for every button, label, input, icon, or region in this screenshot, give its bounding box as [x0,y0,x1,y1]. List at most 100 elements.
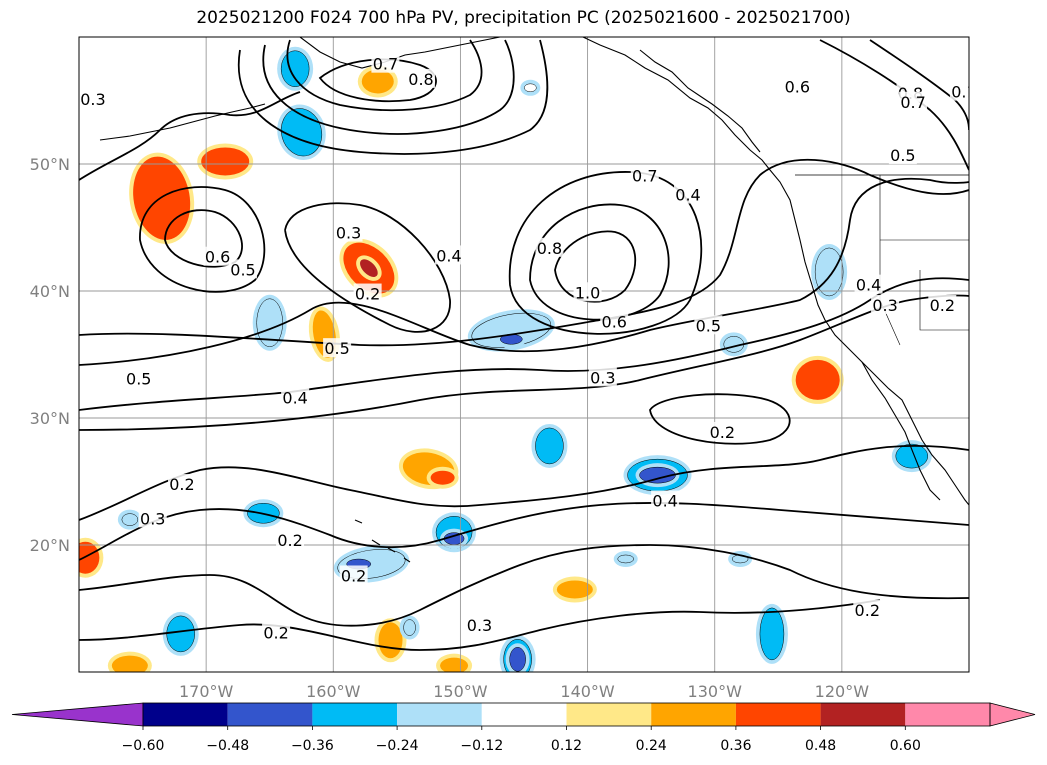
contour-label: 0.6 [600,311,629,331]
contour-label-bg [229,259,258,279]
pv-contour-0.2-closed [649,393,791,445]
colorbar-segment [481,703,567,726]
contour-label-text: 0.2 [277,531,302,550]
contour-label-text: 0.4 [282,389,307,408]
precip-blob-10 [552,576,597,603]
precip-blob-13 [107,651,152,672]
contour-label: 0.4 [281,387,310,408]
bc-islands [639,49,761,153]
colorbar-segment [820,703,906,726]
precip-blob-core [814,247,844,297]
contour-label: 0.5 [694,315,723,335]
contour-label-bg [124,368,153,388]
contour-label-bg [79,89,107,109]
coastline-layer [99,37,969,563]
precip-blob-core [556,580,593,599]
contour-label-bg [262,622,291,642]
contour-label-bg [535,237,564,257]
colorbar-tick-label: −0.60 [122,738,165,754]
colorbar: −0.60 −0.48 −0.36 −0.24 −0.12 0.12 0.24 0.36 0.4… [11,702,1036,754]
contour-label-text: 0.5 [230,260,255,279]
axis-tick-labels: 170°W 160°W 150°W 140°W 130°W 120°W 50°N 40°N 30… [30,155,870,701]
precip-anomaly-layer [79,46,932,672]
contour-label: 0.8 [535,237,564,258]
contour-label-bg [281,387,310,407]
contour-label-text: 0.6 [602,312,627,331]
contour-label: 0.3 [138,508,167,528]
precip-blob-core [759,607,785,661]
precip-blob-30 [162,611,199,656]
contour-label-text: 0.2 [355,285,380,304]
contour-label: 0.1 [949,81,969,102]
contour-label-bg [434,245,463,265]
contour-label-text: 0.3 [140,509,165,528]
colorbar-tick-label: 0.12 [551,738,582,754]
contour-label-text: 0.3 [872,296,897,315]
contour-label-bg [694,315,723,335]
baja-peninsula [861,361,941,501]
precip-blob-4 [791,355,844,404]
precip-blob-core [360,259,378,278]
x-tick-label: 150°W [433,682,488,701]
contour-label-bg [888,145,917,165]
x-tick-label: 160°W [306,682,361,701]
y-tick-label: 30°N [30,409,70,428]
colorbar-extend-min [11,702,144,727]
precip-blob-16 [252,294,287,351]
contour-label-bg [203,246,232,266]
colorbar-segment [566,703,652,726]
contour-label-text: 0.2 [341,566,366,585]
contour-label-text: 0.6 [785,78,810,97]
contour-label: 0.5 [888,145,917,165]
contour-label-text: 0.8 [537,239,562,258]
contour-label: 0.4 [854,274,883,295]
precip-blob-core [280,50,310,87]
contour-label-bg [334,222,363,242]
colorbar-tick-label: −0.48 [206,738,249,754]
precip-blob-7 [426,466,459,489]
contour-label-bg [674,184,703,204]
colorbar-segment [397,703,482,726]
contour-label-bg [854,274,883,294]
contour-label-bg [871,294,900,314]
contour-label-bg [323,338,352,358]
contour-label-bg [588,367,617,387]
contour-label-text: 0.3 [590,368,615,387]
contour-label-bg [651,490,680,510]
precip-blob-core [440,657,469,672]
precip-blob-36 [728,550,753,567]
contour-label: 0.2 [276,529,305,550]
contour-label-text: 0.4 [675,185,700,204]
x-tick-label: 170°W [179,682,234,701]
contour-label-bg [783,76,812,96]
y-tick-label: 20°N [30,536,70,555]
contour-label-text: 0.5 [696,316,721,335]
x-tick-label: 120°W [815,682,870,701]
contour-label-text: 0.5 [890,146,915,165]
contour-label: 0.4 [651,490,680,511]
contour-label-bg [853,599,882,619]
colorbar-segment [227,703,313,726]
contour-label-text: 0.3 [80,90,105,109]
contour-label: 0.2 [928,294,957,315]
pv-contour-0.3-south [79,502,969,561]
contour-label-text: 1.0 [575,283,600,302]
colorbar-segment [905,703,990,726]
contour-label-bg [465,615,494,635]
contour-label-bg [949,81,969,101]
x-tick-label: 140°W [560,682,615,701]
precip-blob-core [79,541,100,574]
precip-blob-core [535,427,564,465]
contour-label-text: 0.7 [900,93,925,112]
contour-label-bg [630,165,659,185]
contour-label: 0.5 [323,338,352,358]
precip-blob-core [201,147,250,176]
hawaii-islands [354,519,411,563]
colorbar-tick-label: −0.24 [376,738,419,754]
precip-blob-core [361,69,394,94]
pv-contour-0.2-southwest [79,544,969,627]
contour-label: 0.2 [262,622,291,643]
pv-contour-0.7-north [262,39,515,135]
contour-label: 0.2 [853,599,882,620]
colorbar-segment [735,703,821,726]
